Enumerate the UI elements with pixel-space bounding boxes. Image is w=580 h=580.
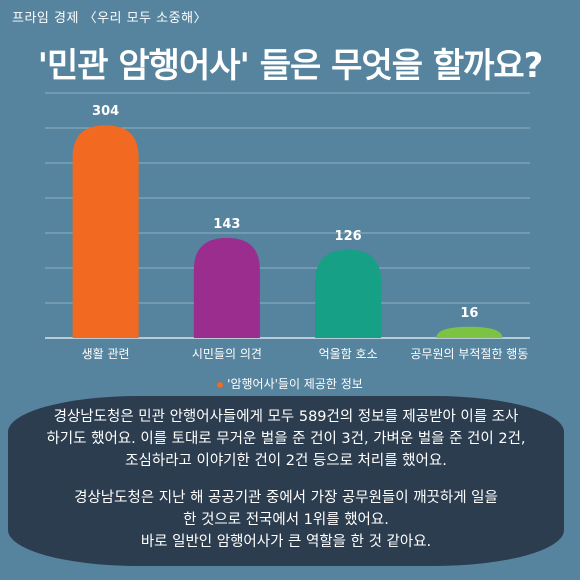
bar: [315, 249, 382, 338]
data-label: 126: [335, 229, 362, 244]
data-label: 304: [92, 104, 119, 119]
category-label: 시민들의 의견: [192, 347, 262, 361]
summary-box: 경상남도청은 민관 안행어사들에게 모두 589건의 정보를 제공받아 이를 조…: [8, 396, 564, 566]
legend-label: '암행어사'들이 제공한 정보: [227, 377, 363, 391]
data-label: 16: [460, 306, 478, 321]
category-label: 공무원의 부적절한 행동: [410, 346, 528, 361]
bar: [436, 326, 503, 338]
summary-paragraph-1: 경상남도청은 민관 안행어사들에게 모두 589건의 정보를 제공받아 이를 조…: [46, 409, 526, 469]
bar: [193, 237, 260, 338]
data-label: 143: [213, 217, 240, 232]
chart-legend: '암행어사'들이 제공한 정보: [0, 375, 580, 392]
category-label: 생활 관련: [82, 347, 130, 361]
page-title: '민관 암행어사' 들은 무엇을 할까요?: [37, 46, 544, 86]
category-label: 억울함 호소: [319, 347, 378, 361]
bar: [72, 125, 139, 338]
summary-paragraph-2: 경상남도청은 지난 해 공공기관 중에서 가장 공무원들이 깨끗하게 일을 한 …: [74, 490, 498, 550]
brand-label: 프라임 경제 〈우리 모두 소중해〉: [12, 11, 208, 26]
legend-marker: [217, 381, 224, 388]
